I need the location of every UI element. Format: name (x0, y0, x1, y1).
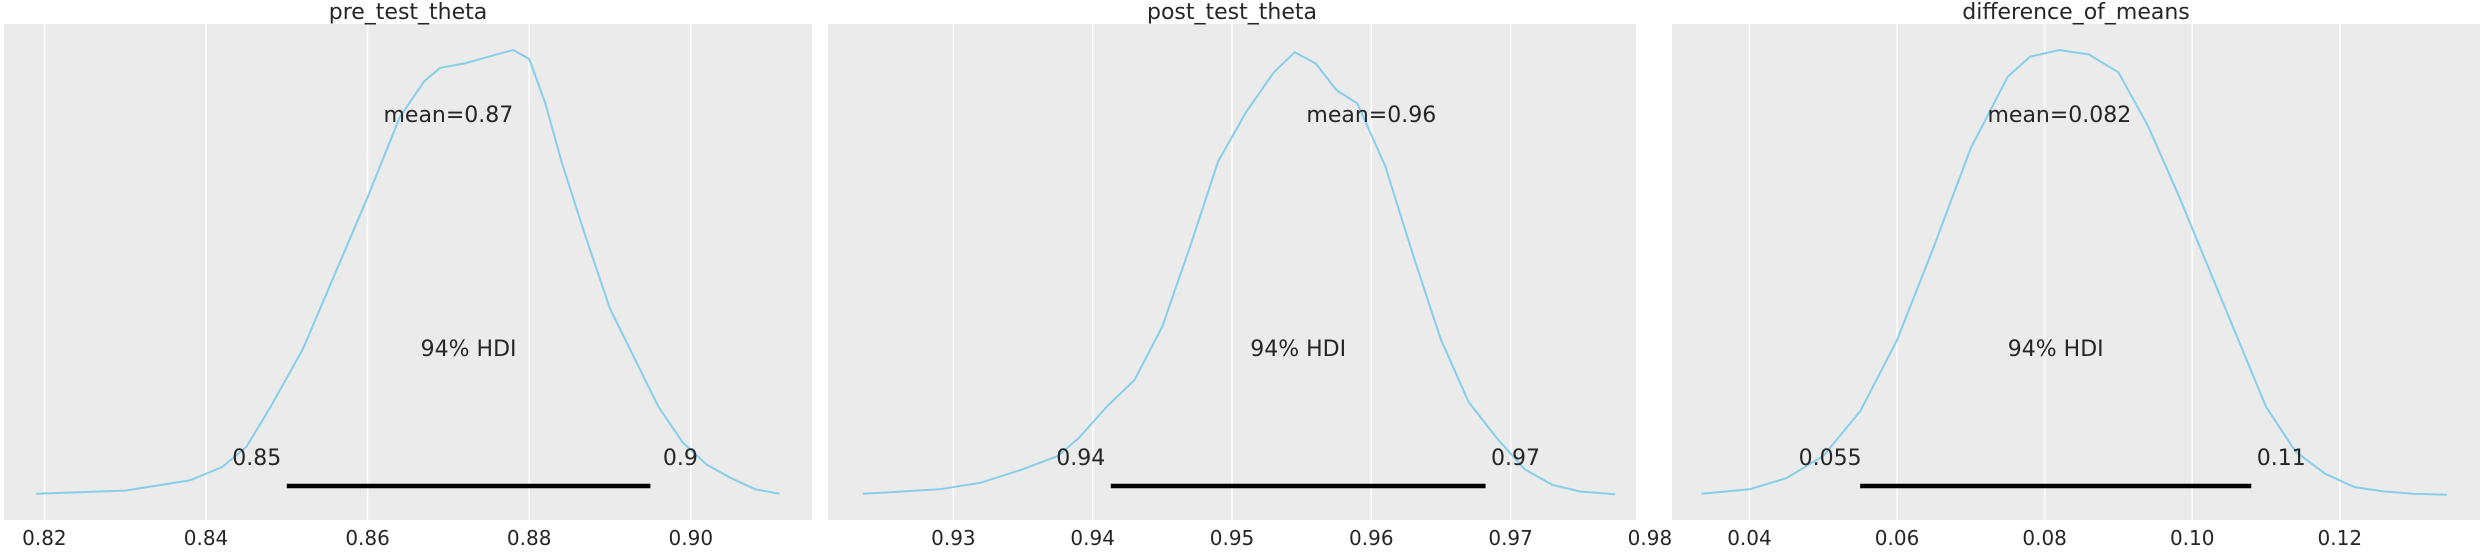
panel-title: difference_of_means (1962, 0, 2190, 25)
x-tick-label: 0.88 (507, 526, 552, 550)
x-tick-label: 0.04 (1727, 526, 1772, 550)
chart-panel-3: 0.04 0.06 0.08 0.10 0.12 difference_of_means 0… (1672, 0, 2480, 550)
hdi-prob-label: 94% HDI (1250, 337, 1346, 362)
hdi-lower-label: 0.055 (1799, 446, 1862, 471)
x-tick-label: 0.96 (1349, 526, 1394, 550)
x-tick-label: 0.94 (1070, 526, 1115, 550)
hdi-prob-label: 94% HDI (421, 337, 517, 362)
mean-label: mean=0.082 (1987, 103, 2131, 128)
x-tick-label: 0.98 (1628, 526, 1673, 550)
hdi-lower-label: 0.94 (1056, 446, 1105, 471)
x-tick-label: 0.90 (669, 526, 714, 550)
x-tick-label: 0.93 (931, 526, 976, 550)
mean-label: mean=0.96 (1306, 103, 1436, 128)
x-tick-label: 0.95 (1210, 526, 1255, 550)
hdi-upper-label: 0.97 (1491, 446, 1540, 471)
panel-title: pre_test_theta (329, 0, 488, 25)
x-tick-label: 0.82 (22, 526, 67, 550)
chart-panel-2: 0.93 0.94 0.95 0.96 0.97 0.98 post_test_theta 0… (828, 0, 1672, 550)
x-tick-label: 0.86 (345, 526, 390, 550)
density-curve (36, 49, 780, 495)
plot-area (1672, 24, 2480, 520)
hdi-prob-label: 94% HDI (2008, 337, 2104, 362)
mean-label: mean=0.87 (383, 103, 513, 128)
x-tick-label: 0.97 (1488, 526, 1533, 550)
x-tick-label: 0.10 (2170, 526, 2215, 550)
x-tick-label: 0.08 (2022, 526, 2067, 550)
density-curve (862, 51, 1616, 496)
x-tick-label: 0.84 (184, 526, 229, 550)
hdi-upper-label: 0.11 (2257, 446, 2306, 471)
chart-panel-1: 0.82 0.84 0.86 0.88 0.90 pre_test_theta 0.85 0.… (4, 0, 812, 550)
hdi-lower-label: 0.85 (232, 446, 281, 471)
hdi-upper-label: 0.9 (663, 446, 698, 471)
x-tick-label: 0.06 (1875, 526, 1920, 550)
density-curve (1701, 49, 2447, 496)
panel-title: post_test_theta (1147, 0, 1317, 25)
x-tick-label: 0.12 (2318, 526, 2363, 550)
